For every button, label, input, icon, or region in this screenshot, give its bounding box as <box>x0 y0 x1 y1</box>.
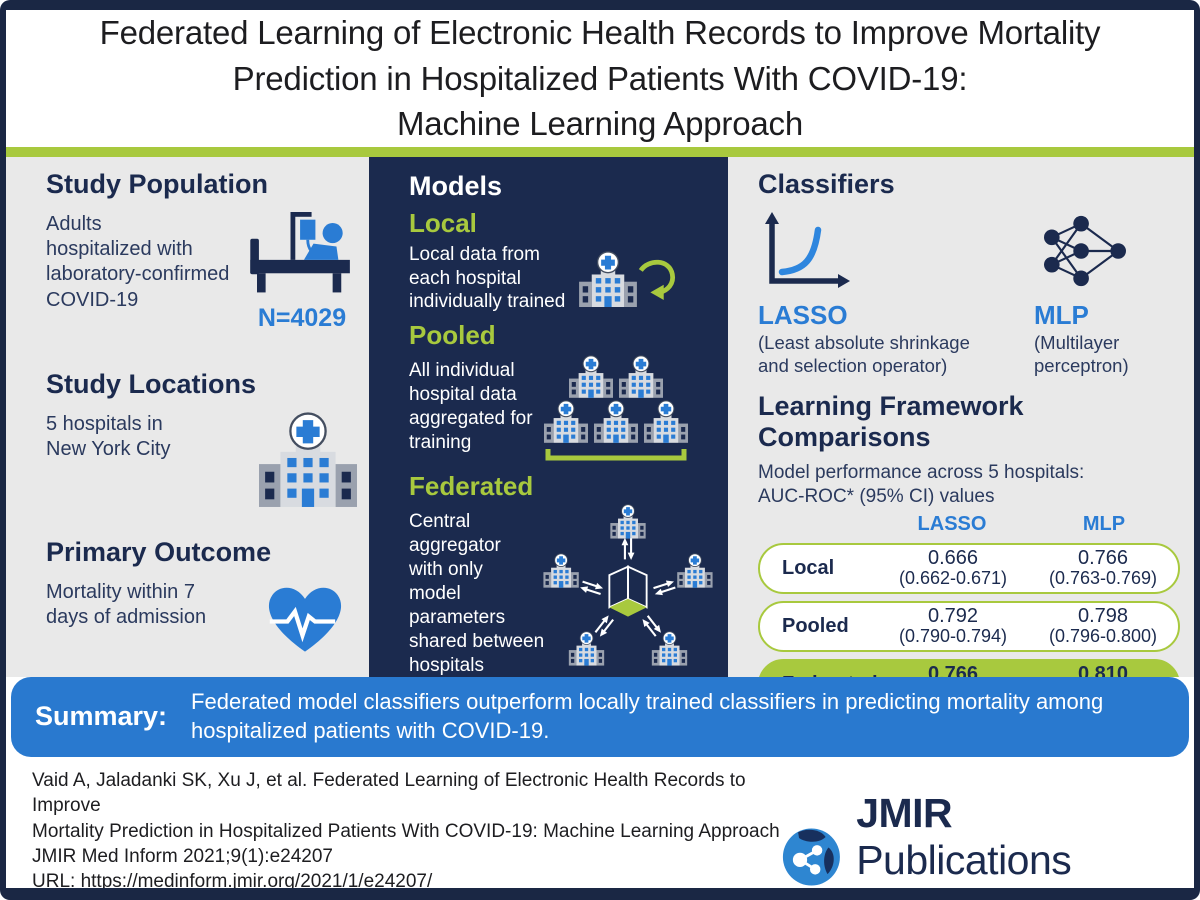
local-model: Local Local data from each hospital indi… <box>409 208 714 315</box>
jmir-logo: JMIR Publications Advancing Digital Heal… <box>781 789 1162 900</box>
auc-ci: (0.796-0.800) <box>1048 626 1158 647</box>
lasso-classifier: LASSO (Least absolute shrinkage and sele… <box>758 208 1010 377</box>
study-locations-section: Study Locations 5 hospitals in New York … <box>46 369 361 507</box>
summary-label: Summary: <box>35 701 168 732</box>
left-column: Study Population Adults hospitalized wit… <box>6 156 369 677</box>
lasso-cell: 0.792 (0.790-0.794) <box>878 604 1028 647</box>
local-model-text: Local data from each hospital individual… <box>408 243 566 313</box>
summary-row: Summary: Federated model classifiers out… <box>6 676 1194 757</box>
sample-size-label: N=4029 <box>257 303 347 332</box>
federated-model: Federated Central aggregator with only m… <box>409 471 714 678</box>
footer: Vaid A, Jaladanki SK, Xu J, et al. Feder… <box>6 756 1194 900</box>
jmir-logo-text: JMIR Publications Advancing Digital Heal… <box>856 789 1162 900</box>
green-divider <box>6 146 1194 157</box>
logo-name: JMIR <box>856 789 953 836</box>
study-population-section: Study Population Adults hospitalized wit… <box>46 169 361 333</box>
citation-block: Vaid A, Jaladanki SK, Xu J, et al. Feder… <box>32 768 781 900</box>
row-label: Pooled <box>782 614 849 637</box>
lasso-abbr: LASSO <box>758 299 848 330</box>
auc-value: 0.792 <box>927 604 979 627</box>
auc-ci: (0.763-0.769) <box>1048 568 1158 589</box>
summary-banner: Summary: Federated model classifiers out… <box>11 676 1189 757</box>
primary-outcome-text: Mortality within 7 days of admission <box>46 580 207 628</box>
primary-outcome-heading: Primary Outcome <box>46 536 272 567</box>
row-label: Local <box>782 556 835 579</box>
mlp-classifier: MLP (Multilayer perceptron) <box>1034 208 1132 377</box>
citation-line: JMIR Med Inform 2021;9(1):e24207 <box>32 845 333 867</box>
study-population-text: Adults hospitalized with laboratory-conf… <box>46 212 230 311</box>
federated-model-text: Central aggregator with only model param… <box>408 511 545 677</box>
table-header-row: LASSO MLP <box>758 513 1180 536</box>
mlp-cell: 0.798 (0.796-0.800) <box>1028 604 1178 647</box>
comparisons-heading: Learning Framework Comparisons <box>758 390 1024 452</box>
local-model-label: Local <box>408 207 477 238</box>
citation-line: Vaid A, Jaladanki SK, Xu J, et al. Feder… <box>32 769 746 817</box>
jmir-globe-icon <box>783 828 841 886</box>
table-row: Pooled 0.792 (0.790-0.794) 0.798 (0.796-… <box>758 600 1180 652</box>
auc-ci: (0.662-0.671) <box>898 568 1008 589</box>
title-block: Federated Learning of Electronic Health … <box>6 10 1194 147</box>
summary-text: Federated model classifiers outperform l… <box>191 689 1104 743</box>
mlp-network-icon <box>1044 215 1126 286</box>
study-locations-text: 5 hospitals in New York City <box>46 412 171 460</box>
federated-network-icon <box>543 504 713 667</box>
pooled-hospitals-icon <box>544 355 688 461</box>
col-header-mlp: MLP <box>1082 512 1126 535</box>
lasso-curve-icon <box>765 211 850 288</box>
lasso-full-name: (Least absolute shrinkage and selection … <box>758 331 970 376</box>
hospital-bed-icon <box>250 211 350 293</box>
pooled-model: Pooled All individual hospital data aggr… <box>409 320 714 465</box>
citation-line: Mortality Prediction in Hospitalized Pat… <box>32 820 780 842</box>
primary-outcome-section: Primary Outcome Mortality within 7 days … <box>46 537 361 658</box>
col-header-lasso: LASSO <box>917 512 987 535</box>
classifiers-heading: Classifiers <box>758 168 895 199</box>
pooled-model-label: Pooled <box>408 320 496 351</box>
auc-ci: (0.790-0.794) <box>898 626 1008 647</box>
citation-doi-line: DOI: 10.2196/24207 <box>32 895 781 900</box>
classifiers-row: LASSO (Least absolute shrinkage and sele… <box>758 208 1180 377</box>
mlp-abbr: MLP <box>1034 299 1089 330</box>
auc-value: 0.766 <box>1077 546 1129 569</box>
auc-value: 0.666 <box>927 546 979 569</box>
models-heading: Models <box>408 170 502 201</box>
content-columns: Study Population Adults hospitalized wit… <box>6 156 1194 760</box>
logo-name2: Publications <box>856 836 1072 883</box>
comparisons-subtitle: Model performance across 5 hospitals: AU… <box>758 461 1085 507</box>
self-loop-arrow-icon <box>638 259 676 300</box>
mlp-full-name: (Multilayer perceptron) <box>1034 331 1129 376</box>
federated-model-label: Federated <box>408 471 534 502</box>
study-locations-heading: Study Locations <box>46 368 257 399</box>
lasso-cell: 0.666 (0.662-0.671) <box>878 546 1028 589</box>
pooled-model-text: All individual hospital data aggregated … <box>408 360 533 454</box>
study-population-heading: Study Population <box>46 168 268 199</box>
hospital-building-icon <box>258 412 357 507</box>
heart-ekg-icon <box>268 587 342 652</box>
logo-tagline: Advancing Digital Health & Open Science <box>856 886 1103 900</box>
right-column: Classifiers LASSO (Least absolute shrink… <box>728 156 1194 760</box>
auc-value: 0.798 <box>1077 604 1129 627</box>
table-row: Local 0.666 (0.662-0.671) 0.766 (0.763-0… <box>758 542 1180 594</box>
mlp-cell: 0.766 (0.763-0.769) <box>1028 546 1178 589</box>
local-hospital-icon <box>578 250 637 307</box>
models-column: Models Local Local data from each hospit… <box>368 156 728 678</box>
page-title: Federated Learning of Electronic Health … <box>99 14 1101 143</box>
citation-url-line: URL: https://medinform.jmir.org/2021/1/e… <box>32 871 433 893</box>
